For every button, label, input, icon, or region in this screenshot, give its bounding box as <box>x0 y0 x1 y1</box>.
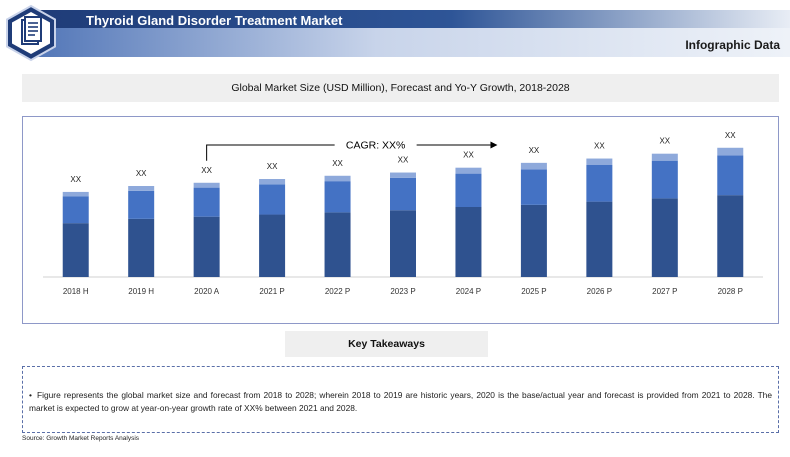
bar-segment-1 <box>520 204 547 277</box>
bar-segment-3 <box>259 179 286 185</box>
x-tick-label: 2027 P <box>652 287 677 296</box>
x-tick-label: 2020 A <box>194 287 220 296</box>
data-label: XX <box>70 175 81 184</box>
x-tick-label: 2021 P <box>259 287 284 296</box>
bar-segment-1 <box>193 216 220 277</box>
x-tick-label: 2025 P <box>521 287 546 296</box>
cagr-arrow-icon <box>490 141 498 149</box>
bar-segment-2 <box>193 187 220 217</box>
data-label: XX <box>594 142 605 151</box>
bar-segment-2 <box>520 169 547 205</box>
x-tick-label: 2018 H <box>63 287 89 296</box>
key-takeaways-box: • Figure represents the global market siz… <box>22 366 779 433</box>
data-label: XX <box>529 146 540 155</box>
bar-segment-2 <box>651 160 678 199</box>
bar-segment-2 <box>586 165 613 202</box>
key-takeaways-heading: Key Takeaways <box>285 331 488 357</box>
x-tick-label: 2019 H <box>128 287 154 296</box>
chart-frame: XX 2018 H XX 2019 H XX 2020 A XX 2021 P XX 2022 P… <box>22 116 779 324</box>
bar-segment-3 <box>128 186 155 191</box>
chart-title: Global Market Size (USD Million), Foreca… <box>22 74 779 102</box>
x-tick-label: 2026 P <box>587 287 612 296</box>
bar-segment-1 <box>717 195 744 277</box>
bar-segment-3 <box>62 191 89 197</box>
data-label: XX <box>201 166 212 175</box>
bar-segment-3 <box>520 162 547 170</box>
cagr-line-start <box>206 144 335 161</box>
bar-segment-3 <box>717 147 744 156</box>
x-tick-label: 2023 P <box>390 287 415 296</box>
data-label: XX <box>463 151 474 160</box>
data-label: XX <box>267 162 278 171</box>
x-tick-label: 2024 P <box>456 287 481 296</box>
bar-segment-3 <box>193 182 220 188</box>
document-icon <box>6 4 56 62</box>
bar-segment-3 <box>651 153 678 161</box>
bar-segment-2 <box>324 181 351 213</box>
data-label: XX <box>398 156 409 165</box>
cagr-annotation: CAGR: XX% <box>346 140 406 152</box>
bar-segment-1 <box>128 218 155 277</box>
data-label: XX <box>136 169 147 178</box>
page-subtitle: Infographic Data <box>685 38 780 52</box>
data-label: XX <box>332 159 343 168</box>
bar-segment-1 <box>390 210 416 277</box>
bar-chart: XX 2018 H XX 2019 H XX 2020 A XX 2021 P XX 2022 P… <box>43 131 763 296</box>
data-label: XX <box>659 137 670 146</box>
header-banner-lower <box>38 28 790 57</box>
x-tick-label: 2022 P <box>325 287 350 296</box>
bullet-icon: • <box>29 390 32 400</box>
bar-segment-1 <box>324 212 351 277</box>
bar-segment-2 <box>128 190 155 219</box>
bar-segment-3 <box>324 175 351 182</box>
source-note: Source: Growth Market Reports Analysis <box>22 435 140 442</box>
bar-segment-1 <box>455 207 482 277</box>
bar-segment-2 <box>259 184 286 215</box>
bar-segment-3 <box>455 167 482 174</box>
key-takeaways-text: Figure represents the global market size… <box>29 390 772 413</box>
bar-segment-2 <box>390 177 416 211</box>
bar-segment-2 <box>717 155 744 196</box>
bar-segment-3 <box>586 158 613 165</box>
bar-segment-1 <box>62 223 89 277</box>
bar-segment-2 <box>62 196 89 224</box>
x-tick-label: 2028 P <box>718 287 743 296</box>
data-label: XX <box>725 131 736 140</box>
page-title: Thyroid Gland Disorder Treatment Market <box>86 13 343 28</box>
bar-segment-2 <box>455 173 482 207</box>
bar-segment-1 <box>651 198 678 277</box>
bar-segment-1 <box>586 201 613 277</box>
bar-segment-3 <box>390 172 416 178</box>
bar-segment-1 <box>259 214 286 277</box>
